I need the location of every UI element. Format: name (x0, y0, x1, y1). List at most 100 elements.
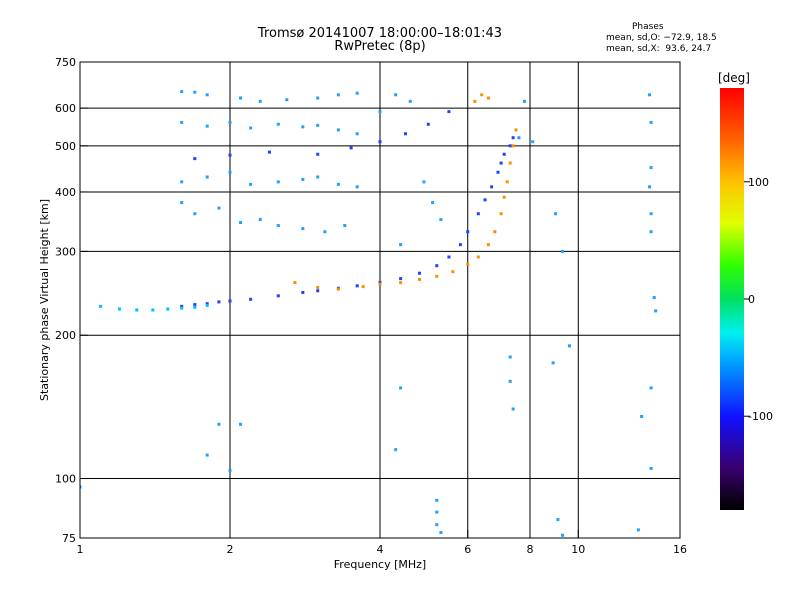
data-point (551, 361, 555, 365)
data-point (652, 296, 656, 300)
x-tick-label: 2 (227, 543, 234, 556)
data-point (531, 140, 535, 144)
data-point (514, 128, 518, 132)
colorbar-tick-label: -100 (748, 410, 773, 423)
y-tick-label: 200 (55, 329, 76, 342)
data-point (486, 243, 490, 247)
colorbar-tick-label: 100 (748, 176, 769, 189)
data-point (378, 282, 382, 286)
colorbar-tick-label: 0 (748, 293, 755, 306)
data-point (556, 518, 560, 522)
x-axis-label: Frequency [MHz] (334, 558, 426, 571)
data-point (99, 304, 103, 308)
data-point (336, 128, 340, 132)
data-point (228, 170, 232, 174)
data-point (399, 277, 403, 281)
data-point (336, 93, 340, 97)
data-point (511, 136, 515, 140)
data-point (80, 485, 82, 489)
data-point (135, 308, 139, 312)
data-point (403, 132, 407, 136)
data-point (422, 180, 426, 184)
data-point (249, 126, 253, 130)
colorbar (720, 88, 744, 510)
data-point (508, 355, 512, 359)
data-point (355, 91, 359, 95)
data-point (480, 93, 484, 97)
data-point (417, 271, 421, 275)
data-point (476, 255, 480, 259)
colorbar-ticks: 100 0 -100 (744, 176, 773, 423)
data-point (483, 198, 487, 202)
data-point (567, 344, 571, 348)
data-point (193, 157, 197, 161)
phase-stats-x: mean, sd,X: 93.6, 24.7 (606, 44, 712, 54)
data-point (508, 379, 512, 383)
data-point (249, 182, 253, 186)
chart-title: Tromsø 20141007 18:00:00–18:01:43 (257, 26, 503, 41)
y-tick-label: 75 (62, 532, 76, 545)
y-tick-label: 400 (55, 186, 76, 199)
data-point (301, 227, 305, 231)
y-axis-label: Stationary phase Virtual Height [km] (38, 199, 51, 401)
data-point (239, 96, 243, 100)
data-point (228, 468, 232, 472)
data-point (435, 523, 439, 527)
data-point (205, 453, 209, 457)
data-point (316, 289, 320, 293)
data-point (349, 146, 353, 150)
data-point (239, 422, 243, 426)
data-point (553, 212, 557, 216)
data-point (649, 120, 653, 124)
data-point (493, 230, 497, 234)
data-point (654, 309, 658, 313)
data-point (276, 180, 280, 184)
data-point (249, 297, 253, 301)
data-point (394, 448, 398, 452)
data-point (293, 281, 297, 285)
data-point (649, 230, 653, 234)
data-point (476, 212, 480, 216)
data-point (511, 144, 515, 148)
y-tick-label: 600 (55, 102, 76, 115)
data-point (417, 277, 421, 281)
data-point (180, 304, 184, 308)
data-point (490, 185, 494, 189)
data-point (316, 175, 320, 179)
data-point (508, 144, 512, 148)
data-point (180, 90, 184, 94)
chart-subtitle: RwPretec (8p) (334, 39, 426, 54)
data-point (399, 386, 403, 390)
data-point (496, 170, 500, 174)
data-point (378, 281, 382, 285)
data-point (408, 99, 412, 103)
data-point (355, 132, 359, 136)
data-point (511, 407, 515, 411)
data-point (439, 218, 443, 222)
data-point (451, 270, 455, 274)
data-point (499, 161, 503, 165)
data-point (151, 308, 155, 312)
data-point (180, 180, 184, 184)
x-tick-label: 1 (77, 543, 84, 556)
data-point (447, 110, 451, 114)
data-point (648, 93, 652, 97)
data-point (276, 122, 280, 126)
data-point (439, 531, 443, 535)
data-point (316, 285, 320, 289)
data-point (285, 98, 289, 102)
data-point (180, 306, 184, 310)
data-point (649, 466, 653, 470)
data-point (435, 498, 439, 502)
data-point (276, 294, 280, 298)
data-point (336, 287, 340, 291)
data-point (323, 230, 327, 234)
data-point (466, 262, 470, 266)
data-point (316, 96, 320, 100)
y-tick-label: 300 (55, 245, 76, 258)
data-point (473, 99, 477, 103)
data-point (394, 93, 398, 97)
data-point (431, 201, 435, 205)
data-point (205, 303, 209, 307)
